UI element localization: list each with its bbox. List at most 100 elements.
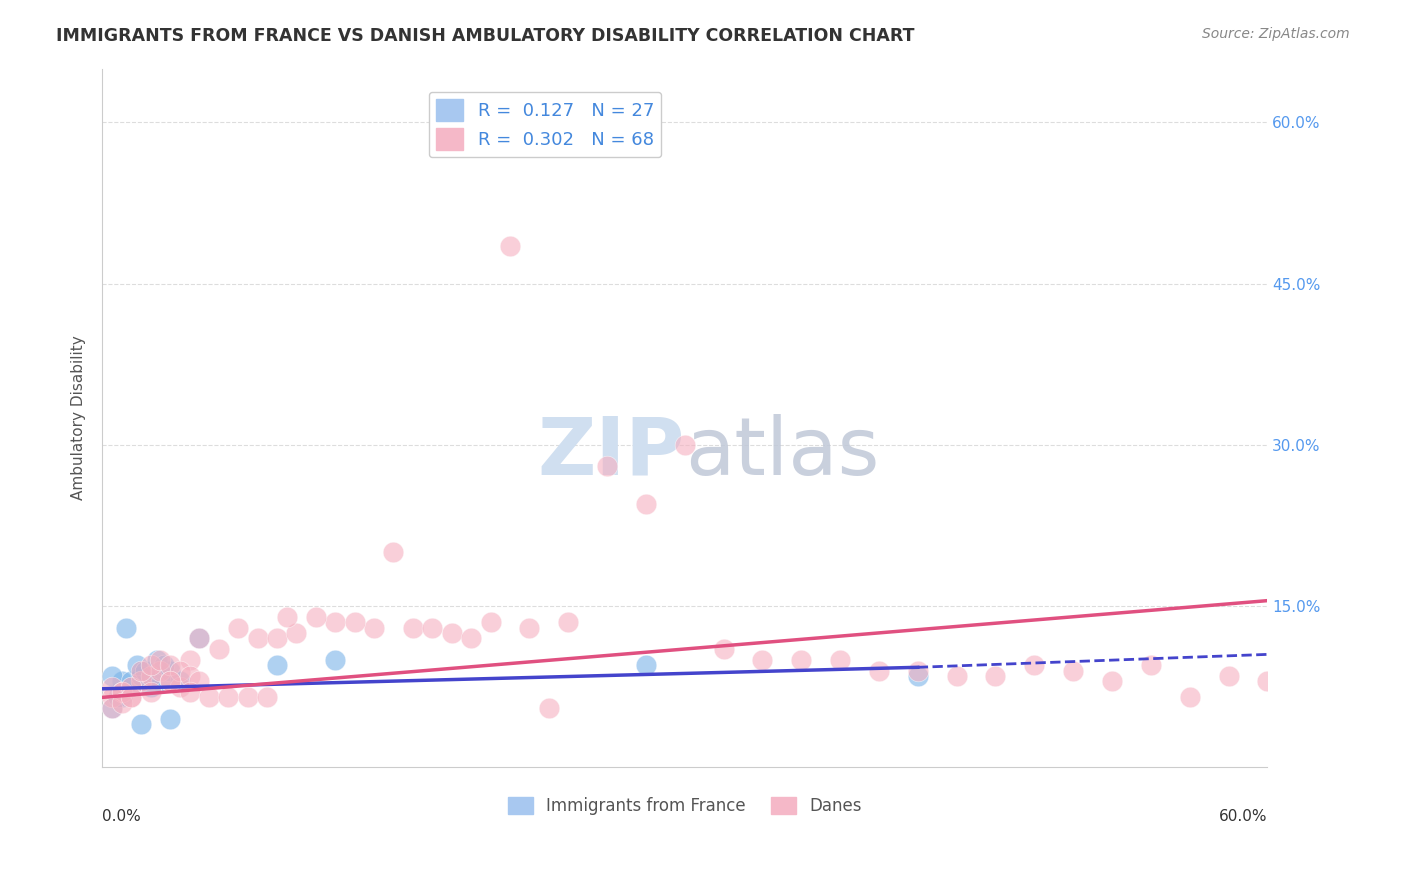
Point (153, 658, 176, 673)
Point (1256, 674, 1278, 689)
Point (134, 664, 156, 678)
Point (276, 609, 298, 624)
Point (129, 664, 152, 678)
Point (139, 658, 162, 673)
Point (236, 690, 259, 705)
Point (179, 669, 201, 683)
Point (101, 669, 124, 683)
Point (169, 674, 191, 689)
Point (111, 696, 134, 710)
Point (256, 690, 278, 705)
Point (111, 690, 134, 705)
Point (114, 620, 136, 634)
Legend: Immigrants from France, Danes: Immigrants from France, Danes (501, 790, 869, 822)
Point (751, 653, 773, 667)
Point (188, 632, 211, 646)
Text: Source: ZipAtlas.com: Source: ZipAtlas.com (1202, 27, 1350, 41)
Point (188, 674, 211, 689)
Point (323, 653, 346, 667)
Point (460, 632, 482, 646)
Point (634, 658, 657, 673)
Point (208, 642, 231, 657)
Text: 0.0%: 0.0% (103, 809, 141, 824)
Point (120, 690, 142, 705)
Point (120, 680, 142, 694)
Point (1140, 658, 1163, 673)
Point (1178, 690, 1201, 705)
Point (1218, 669, 1240, 683)
Point (868, 664, 890, 678)
Point (101, 690, 124, 705)
Point (149, 653, 172, 667)
Point (129, 717, 152, 731)
Point (120, 680, 142, 694)
Text: IMMIGRANTS FROM FRANCE VS DANISH AMBULATORY DISABILITY CORRELATION CHART: IMMIGRANTS FROM FRANCE VS DANISH AMBULAT… (56, 27, 915, 45)
Point (945, 669, 967, 683)
Point (120, 690, 142, 705)
Point (169, 664, 191, 678)
Point (111, 685, 134, 699)
Point (596, 459, 619, 474)
Point (169, 680, 191, 694)
Point (111, 685, 134, 699)
Point (830, 653, 852, 667)
Point (479, 615, 502, 629)
Point (402, 620, 425, 634)
Point (149, 664, 172, 678)
Point (907, 669, 929, 683)
Point (537, 701, 560, 715)
Point (149, 674, 172, 689)
Point (159, 674, 181, 689)
Point (127, 658, 149, 673)
Point (305, 609, 328, 624)
Point (145, 653, 167, 667)
Point (188, 632, 211, 646)
Point (382, 545, 405, 559)
Y-axis label: Ambulatory Disability: Ambulatory Disability (72, 335, 86, 500)
Text: ZIP: ZIP (537, 414, 685, 491)
Point (101, 701, 124, 715)
Point (634, 497, 657, 511)
Point (557, 615, 579, 629)
Point (159, 664, 181, 678)
Point (129, 669, 152, 683)
Point (107, 690, 129, 705)
Point (420, 620, 443, 634)
Point (1062, 664, 1084, 678)
Point (1101, 674, 1123, 689)
Point (226, 620, 249, 634)
Point (139, 669, 162, 683)
Point (440, 626, 463, 640)
Point (285, 626, 308, 640)
Point (129, 674, 152, 689)
Point (217, 690, 239, 705)
Point (120, 674, 142, 689)
Point (179, 685, 201, 699)
Point (101, 680, 124, 694)
Point (139, 680, 162, 694)
Point (790, 653, 813, 667)
Point (323, 615, 346, 629)
Point (266, 632, 288, 646)
Point (159, 712, 181, 726)
Point (1024, 658, 1046, 673)
Point (198, 690, 221, 705)
Point (343, 615, 366, 629)
Point (363, 620, 385, 634)
Point (673, 438, 696, 452)
Text: 60.0%: 60.0% (1219, 809, 1267, 824)
Point (984, 669, 1007, 683)
Point (111, 685, 134, 699)
Point (519, 620, 541, 634)
Point (246, 632, 269, 646)
Point (713, 642, 735, 657)
Point (159, 658, 181, 673)
Point (907, 664, 929, 678)
Point (101, 701, 124, 715)
Point (139, 669, 162, 683)
Point (179, 653, 201, 667)
Text: atlas: atlas (685, 414, 879, 491)
Point (159, 674, 181, 689)
Point (129, 664, 152, 678)
Point (139, 685, 162, 699)
